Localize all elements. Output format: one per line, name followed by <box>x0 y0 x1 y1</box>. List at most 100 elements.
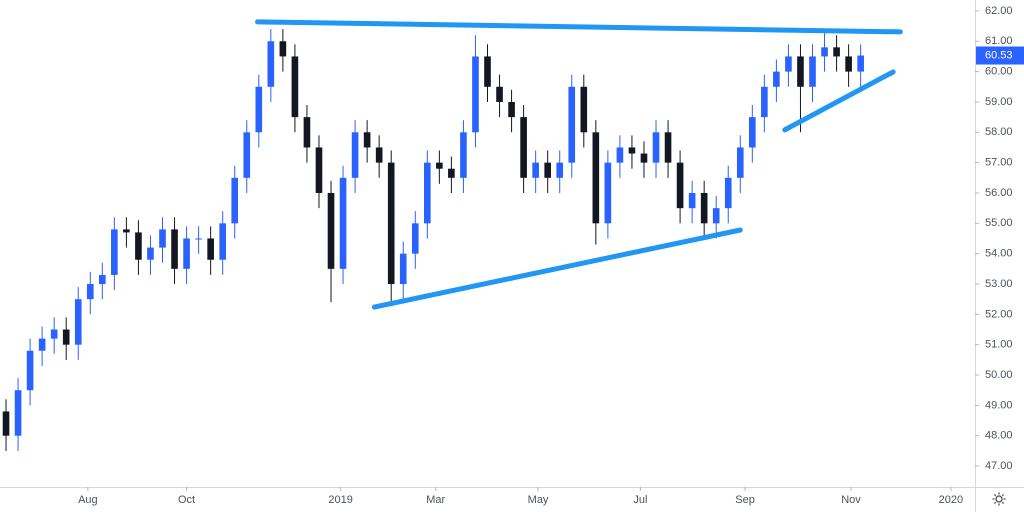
candle-body <box>399 253 407 285</box>
candle <box>809 44 816 102</box>
candle-body <box>231 177 239 224</box>
candle <box>351 120 359 193</box>
candle-body <box>712 208 720 224</box>
candle-body <box>821 47 828 57</box>
candle <box>460 120 467 193</box>
candle-body <box>183 238 190 269</box>
x-tick-label: Sep <box>735 494 755 506</box>
candle-body <box>436 162 443 169</box>
trend-line <box>371 227 743 310</box>
candle-body <box>375 147 383 163</box>
candle <box>508 89 515 133</box>
candle-body <box>520 117 527 178</box>
y-tick-label: 54.00 <box>985 248 1013 260</box>
y-tick-label: 53.00 <box>985 278 1013 290</box>
candle-body <box>195 238 202 240</box>
candle <box>688 180 696 224</box>
candle-body <box>123 229 130 233</box>
candle-body <box>159 229 166 248</box>
trend-line <box>782 69 896 133</box>
candle <box>135 220 142 275</box>
candle <box>86 271 94 315</box>
candle-body <box>700 192 708 224</box>
candle-body <box>724 177 732 209</box>
candle-body <box>363 132 371 148</box>
candle-body <box>761 86 768 118</box>
settings-icon[interactable] <box>992 492 1006 506</box>
candle-body <box>797 56 804 87</box>
candle <box>556 150 564 193</box>
candle <box>640 141 648 178</box>
candle-body <box>532 162 539 178</box>
candle <box>616 135 624 178</box>
y-tick-label: 59.00 <box>985 96 1013 108</box>
x-tick-label: 2020 <box>939 494 963 506</box>
candle-body <box>809 56 816 87</box>
candle <box>628 135 636 169</box>
candle <box>749 104 756 163</box>
candle <box>183 226 190 285</box>
candle-body <box>496 86 503 102</box>
candle <box>773 59 780 102</box>
y-tick-label: 49.00 <box>985 399 1013 411</box>
candle-body <box>556 162 564 178</box>
candle-body <box>472 56 479 133</box>
candle <box>424 150 431 239</box>
candle-body <box>267 41 275 87</box>
candle <box>327 180 335 303</box>
candle <box>2 399 10 451</box>
candle <box>99 262 106 300</box>
candle-body <box>448 168 455 178</box>
candle <box>171 217 178 285</box>
y-tick-label: 51.00 <box>985 339 1013 351</box>
candle-body <box>652 132 660 163</box>
candle-body <box>147 247 154 260</box>
candle <box>664 120 672 178</box>
candle <box>544 150 551 193</box>
trend-line <box>255 19 903 35</box>
candle <box>303 104 311 163</box>
candle <box>472 35 479 148</box>
candle <box>604 150 612 239</box>
candle-body <box>255 86 263 133</box>
candle <box>111 217 118 291</box>
candle-body <box>484 56 491 87</box>
candle <box>123 217 130 248</box>
candle-body <box>604 162 612 224</box>
y-tick-label: 50.00 <box>985 369 1013 381</box>
candle <box>74 287 82 360</box>
candle <box>147 235 154 275</box>
candle <box>231 165 239 239</box>
y-tick-label: 58.00 <box>985 126 1013 138</box>
candle-body <box>628 147 636 154</box>
x-tick-label: Jul <box>633 494 647 506</box>
candle <box>652 120 660 178</box>
candle-body <box>773 71 780 87</box>
y-tick-label: 62.00 <box>985 5 1013 17</box>
x-tick-label: 2019 <box>328 494 352 506</box>
candle-body <box>111 229 118 275</box>
candle-body <box>351 132 359 178</box>
candle <box>50 317 58 354</box>
y-tick-label: 61.00 <box>985 35 1013 47</box>
candle <box>484 44 491 102</box>
x-tick-label: Nov <box>841 494 861 506</box>
plot-area <box>2 19 903 451</box>
candle-body <box>291 56 299 118</box>
candle <box>399 241 407 300</box>
candle <box>207 226 214 275</box>
candle <box>700 180 708 239</box>
x-tick-label: Aug <box>78 494 98 506</box>
candle-body <box>50 329 58 339</box>
candle-body <box>544 162 551 178</box>
candle <box>496 74 503 118</box>
candle <box>785 44 792 87</box>
candle-body <box>736 147 744 178</box>
settings-icon-teeth <box>992 492 1006 506</box>
candle <box>159 217 166 263</box>
candle-body <box>616 147 624 163</box>
candle <box>532 150 539 193</box>
x-tick-label: Mar <box>426 494 445 506</box>
candle <box>243 120 251 193</box>
candle-body <box>640 153 648 163</box>
